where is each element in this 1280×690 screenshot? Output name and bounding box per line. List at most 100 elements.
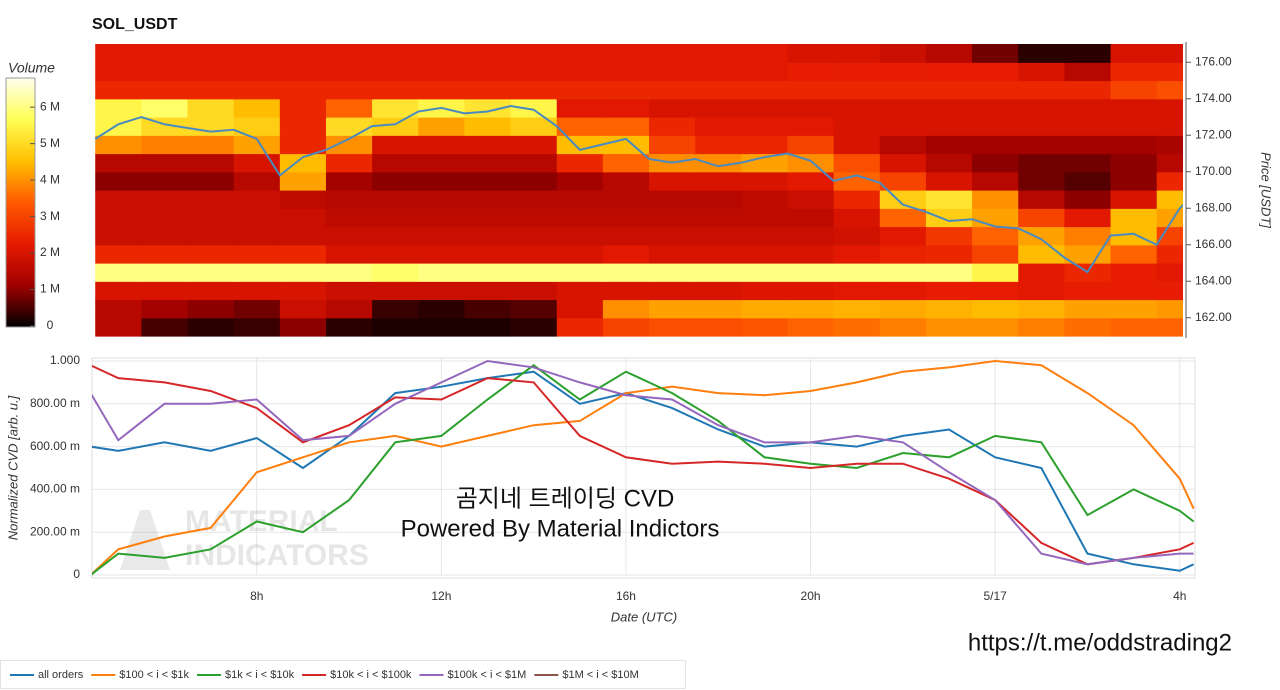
heat-cell xyxy=(464,317,512,337)
heat-cell xyxy=(1018,226,1065,246)
cvd-line xyxy=(92,359,1194,566)
heat-cell xyxy=(1110,281,1158,301)
heat-cell xyxy=(187,317,235,337)
heat-cell xyxy=(279,80,327,100)
heat-cell xyxy=(510,281,558,301)
heat-cell xyxy=(1018,135,1065,155)
heat-cell xyxy=(602,263,650,282)
heat-cell xyxy=(649,117,696,136)
heat-cell xyxy=(649,135,696,155)
heat-cell xyxy=(1156,299,1183,319)
heat-cell xyxy=(602,226,650,246)
heat-cell xyxy=(695,153,742,173)
colorbar-tick-label: 1 M xyxy=(40,282,60,296)
logo-text: INDICATORS xyxy=(185,539,369,572)
legend-box xyxy=(0,660,686,689)
heat-cell xyxy=(833,263,881,282)
heat-cell xyxy=(95,263,142,282)
heat-cell xyxy=(556,226,604,246)
heat-cell xyxy=(925,299,973,319)
heat-cell xyxy=(510,98,558,118)
heat-cell xyxy=(464,135,512,155)
heat-cell xyxy=(879,80,927,100)
heat-cell xyxy=(833,117,881,136)
heat-cell xyxy=(372,263,419,282)
heat-cell xyxy=(695,80,742,100)
heat-cell xyxy=(649,98,696,118)
legend: all orders $100 < i < $1k $1k < i < $10k $1… xyxy=(10,669,639,681)
heat-cell xyxy=(833,299,881,319)
heat-cell xyxy=(741,153,789,173)
cvd-line xyxy=(92,364,1195,566)
y2-tick-label: 168.00 xyxy=(1195,200,1232,214)
heat-cell xyxy=(695,171,742,191)
heat-cell xyxy=(418,117,466,136)
heat-cell xyxy=(787,208,835,228)
heat-cell xyxy=(372,80,419,100)
heat-cell xyxy=(556,98,604,118)
heat-cell xyxy=(833,171,881,191)
heat-cell xyxy=(879,208,927,228)
heat-cell xyxy=(372,98,419,118)
heat-cell xyxy=(556,281,604,301)
heat-cell xyxy=(925,171,973,191)
heat-cell xyxy=(464,171,512,191)
heat-cell xyxy=(418,263,466,282)
cvd-frame xyxy=(91,357,1196,579)
heat-cell xyxy=(1110,263,1158,282)
heat-cell xyxy=(602,80,650,100)
heat-cell xyxy=(279,244,327,264)
heat-cell xyxy=(95,317,142,337)
heat-cell xyxy=(972,153,1019,173)
heat-cell xyxy=(187,299,235,319)
heat-cell xyxy=(1018,117,1065,136)
heat-cell xyxy=(325,208,373,228)
heat-cell xyxy=(233,244,281,264)
heat-cell xyxy=(187,98,235,118)
heat-cell xyxy=(833,244,881,264)
heat-cell xyxy=(233,190,281,209)
heat-cell xyxy=(602,281,650,301)
heat-cell xyxy=(1064,44,1112,63)
heat-cell xyxy=(787,117,835,136)
heat-cell xyxy=(1064,281,1112,301)
heat-cell xyxy=(187,44,235,63)
cvd-line xyxy=(92,359,1195,576)
x-tick-label: 12h xyxy=(431,589,451,603)
heat-cell xyxy=(510,263,558,282)
heat-cell xyxy=(925,62,973,82)
legend-label: all orders xyxy=(38,669,84,681)
heat-cell xyxy=(741,263,789,282)
heat-cell xyxy=(464,208,512,228)
heat-cell xyxy=(187,80,235,100)
heat-cell xyxy=(833,80,881,100)
heat-cell xyxy=(187,171,235,191)
heat-cell xyxy=(187,208,235,228)
watermark-subtitle: Powered By Material Indictors xyxy=(401,515,720,542)
heat-cell xyxy=(649,208,696,228)
heat-cell xyxy=(556,171,604,191)
heat-cell xyxy=(787,44,835,63)
heat-cell xyxy=(372,317,419,337)
heat-cell xyxy=(279,317,327,337)
heat-cell xyxy=(925,80,973,100)
heat-cell xyxy=(1156,135,1183,155)
heat-cell xyxy=(602,98,650,118)
heat-cell xyxy=(695,317,742,337)
heat-cell xyxy=(695,281,742,301)
x-tick-label: 16h xyxy=(616,589,636,603)
heat-cell xyxy=(1110,153,1158,173)
heat-cell xyxy=(279,263,327,282)
heat-cell xyxy=(1018,153,1065,173)
heat-cell xyxy=(649,281,696,301)
heat-cell xyxy=(556,153,604,173)
heat-cell xyxy=(464,190,512,209)
heat-cell xyxy=(141,244,189,264)
heat-cell xyxy=(695,226,742,246)
heat-cell xyxy=(649,171,696,191)
y-tick-label: 1.000 xyxy=(50,353,80,367)
heat-cell xyxy=(879,62,927,82)
heat-cell xyxy=(741,226,789,246)
heat-cell xyxy=(556,317,604,337)
heat-cell xyxy=(95,299,142,319)
